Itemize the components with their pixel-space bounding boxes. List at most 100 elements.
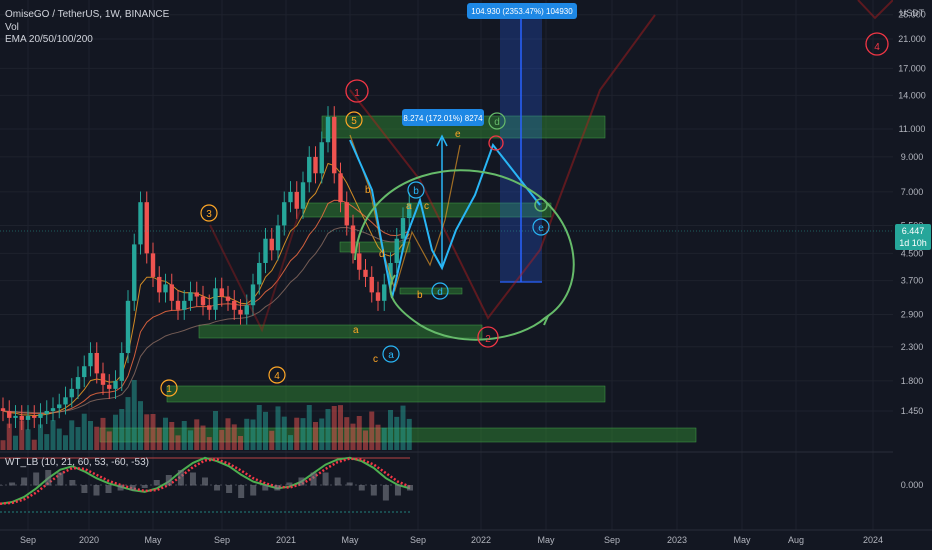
ema-legend[interactable]: EMA 20/50/100/200 [5,34,93,45]
candle-body [375,292,381,301]
osc-histogram-bar [346,482,353,486]
volume-bar [219,429,225,450]
time-tick-label: Sep [410,535,426,545]
volume-bar [225,418,231,450]
osc-histogram-bar [93,485,100,496]
osc-histogram-bar [165,475,172,486]
candle-body [75,377,81,389]
volume-bar [294,417,300,450]
time-tick-label: May [144,535,162,545]
candle-body [125,300,131,353]
oscillator-legend[interactable]: WT_LB (10, 21, 60, 53, -60, -53) [5,457,149,468]
svg-text:d: d [437,287,443,298]
candle-body [82,366,87,378]
measure-tool-large[interactable] [500,10,542,283]
candle-body [44,410,49,414]
candle-body [300,182,306,209]
candle-body [50,408,56,411]
osc-histogram-bar [407,485,413,491]
volume-bar [31,439,37,450]
svg-text:6.447: 6.447 [902,226,925,236]
candle-body [307,156,312,183]
volume-bar [231,424,237,450]
time-tick-label: May [537,535,555,545]
volume-bar [388,410,393,450]
time-tick-label: 2024 [863,535,883,545]
candle-body [100,373,106,385]
candle-body [244,305,249,315]
candle-body [169,284,174,301]
candle-body [107,384,112,389]
volume-bar [400,405,406,450]
volume-bar [13,435,18,450]
candle-body [213,288,218,310]
volume-bar [200,425,206,450]
time-tick-label: 2022 [471,535,491,545]
osc-histogram-bar [189,472,196,486]
volume-bar [69,420,75,450]
osc-histogram-bar [274,485,281,491]
volume-bar [281,416,287,450]
volume-bar [19,420,25,450]
price-tick-label: 17.000 [898,63,926,73]
time-axis[interactable]: Sep 2020 May Sep 2021 May Sep 2022 May Sep 2023 May… [0,529,932,545]
price-tick-label: 3.700 [901,276,924,286]
price-tick-label: 1.450 [901,406,924,416]
price-tick-label: 4.500 [901,248,924,258]
time-tick-label: Sep [20,535,36,545]
volume-bar [106,431,112,450]
zone-6 [339,241,411,253]
volume-bar [344,417,350,450]
candle-body [219,288,224,297]
volume-legend[interactable]: Vol [5,21,19,33]
svg-text:4: 4 [874,42,880,53]
wave-1-higher-label: 1 [345,79,369,103]
osc-histogram-bar [0,485,3,486]
osc-histogram-bar [310,472,317,486]
price-tick-label: 2.900 [901,310,924,320]
volume-bar [406,418,412,450]
price-axis[interactable]: 25.000 21.000 17.000 14.000 11.000 9.000 7.000… [893,0,932,530]
time-tick-label: 2020 [79,535,99,545]
candle-body [263,238,268,263]
wave-d-blue: d [431,282,449,300]
volume-bar [81,413,87,450]
volume-bar [119,409,125,450]
time-tick-label: Sep [604,535,620,545]
candle-body [313,156,318,174]
osc-histogram-bar [334,477,341,486]
volume-bar [375,424,381,450]
price-tick-label: 7.000 [901,187,924,197]
osc-histogram-bar [45,470,52,486]
volume-bar [213,411,218,450]
volume-bar [381,427,387,450]
symbol-title[interactable]: OmiseGO / TetherUS, 1W, BINANCE [5,9,170,20]
osc-histogram-bar [202,477,208,486]
osc-histogram-bar [262,485,269,491]
volume-bar [238,436,243,450]
osc-histogram-bar [358,485,365,491]
volume-bar [325,409,331,450]
volume-bar [100,417,106,450]
candle-body [363,269,368,277]
candle-body [0,408,6,411]
candle-body [407,203,412,219]
volume-bar [350,423,356,450]
projection-top-circle [488,135,504,151]
osc-histogram-bar [117,485,124,491]
candle-body [338,173,343,203]
svg-text:b: b [413,186,419,197]
svg-text:4: 4 [274,371,280,382]
candle-body [275,225,281,251]
candle-body [269,238,274,251]
wave-a-blue: a [382,345,400,363]
higher-degree-projection-2 [209,209,301,333]
volume-bar [269,430,275,450]
wt1-line [0,456,411,505]
osc-histogram-bar [105,485,112,493]
candle-body [25,415,31,420]
volume-bar [331,406,337,450]
time-tick-label: May [341,535,359,545]
svg-text:2: 2 [485,334,491,345]
